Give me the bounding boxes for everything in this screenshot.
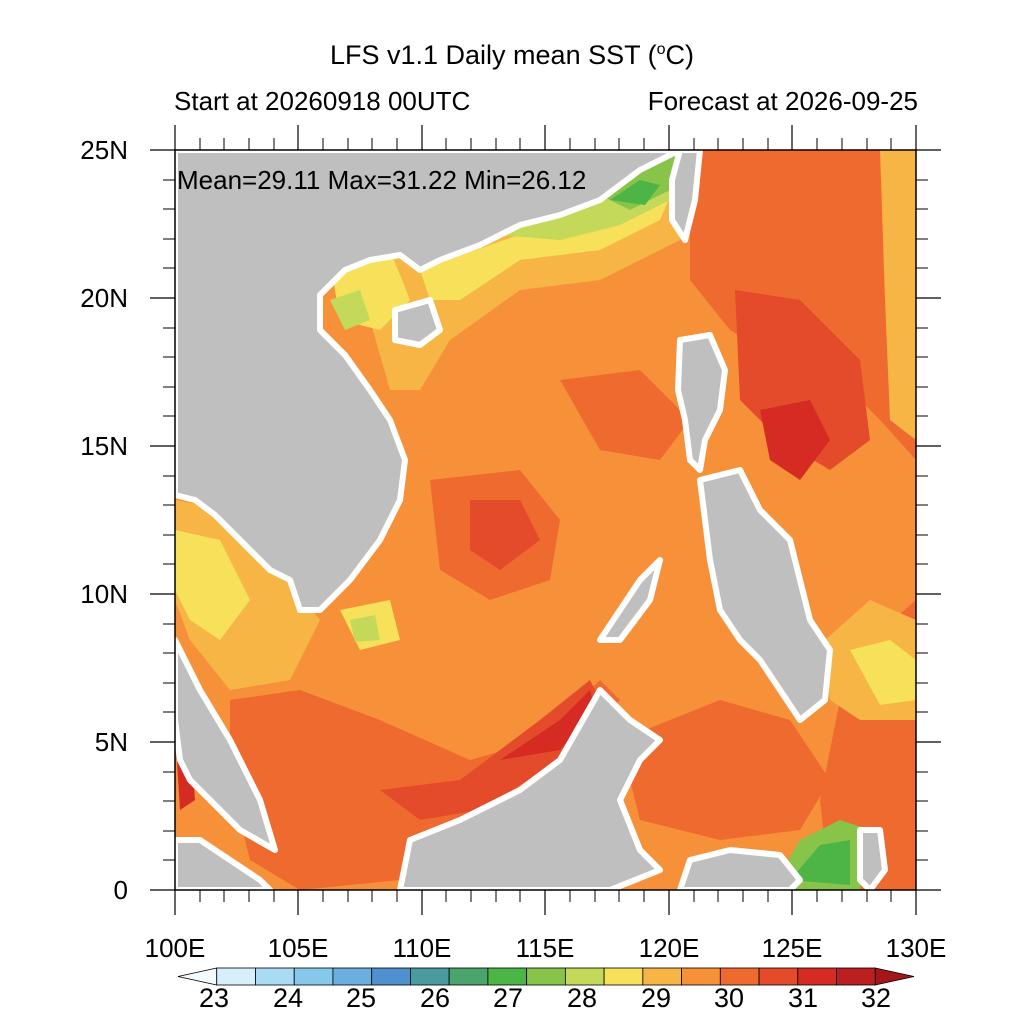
title-unit-tail: C) [665, 40, 695, 70]
map-title: LFS v1.1 Daily mean SST (oC) [0, 40, 1024, 71]
east-edge-band [880, 150, 916, 440]
colorbar-label-27: 27 [492, 983, 524, 1013]
sumatra-land [175, 837, 273, 890]
south-hot-band [380, 680, 600, 820]
lon-label-100e: 100E [144, 933, 206, 963]
central-warm-eddy-core [470, 500, 540, 570]
lon-label-130e: 130E [885, 933, 947, 963]
colorbar-label-26: 26 [419, 983, 451, 1013]
forecast-time-label: Forecast at 2026-09-25 [647, 86, 918, 116]
warm-patch-celebes-inner [850, 640, 916, 705]
south-hottest-band [500, 690, 595, 760]
colorbar-label-24: 24 [272, 983, 304, 1013]
lon-label-120e: 120E [638, 933, 700, 963]
lat-label-5n: 5N [94, 727, 128, 757]
colorbar [177, 967, 915, 986]
title-degree: o [656, 41, 666, 58]
luzon-strait-warm [560, 370, 690, 460]
stats-annotation: Mean=29.11 Max=31.22 Min=26.12 [177, 165, 587, 195]
halmahera-land [857, 827, 888, 890]
tonkin-lime [330, 290, 370, 330]
colorbar-label-30: 30 [713, 983, 745, 1013]
southeast-green-core [790, 840, 850, 885]
lon-label-125e: 125E [761, 933, 823, 963]
hainan-island [392, 297, 443, 348]
colorbar-label-23: 23 [198, 983, 230, 1013]
lon-label-115e: 115E [515, 933, 575, 963]
taiwan-island [669, 150, 703, 243]
malay-peninsula [175, 637, 278, 853]
colorbar-swatch-18 [874, 967, 915, 986]
indochina-land [175, 150, 683, 613]
sst-field [175, 150, 916, 890]
axis-ticks [150, 125, 941, 915]
palawan-island [597, 557, 663, 643]
lon-label-105e: 105E [267, 933, 329, 963]
land-masses [175, 150, 888, 890]
gulf-thailand-yellow [175, 530, 250, 640]
lon-label-110e: 110E [392, 933, 452, 963]
visayas-mindanao-land [697, 467, 833, 723]
hottest-patch-philippine-sea [760, 400, 830, 480]
lat-label-20n: 20N [80, 283, 128, 313]
colorbar-label-29: 29 [640, 983, 672, 1013]
colorbar-label-31: 31 [787, 983, 819, 1013]
minor-ticks [163, 138, 928, 902]
lat-label-0: 0 [113, 875, 128, 905]
mekong-lime [350, 615, 380, 642]
sulu-warm [620, 700, 830, 840]
colorbar-label-28: 28 [566, 983, 598, 1013]
start-time-label: Start at 20260918 00UTC [174, 86, 471, 116]
lat-label-25n: 25N [80, 135, 128, 165]
colorbar-label-25: 25 [345, 983, 377, 1013]
colorbar-label-32: 32 [860, 983, 892, 1013]
lat-label-15n: 15N [80, 431, 128, 461]
borneo-land [397, 687, 663, 890]
lat-label-10n: 10N [80, 579, 128, 609]
luzon-island [675, 332, 728, 473]
title-main: LFS v1.1 Daily mean SST ( [329, 40, 657, 70]
sulawesi-land [677, 847, 803, 890]
north-green-core [610, 180, 660, 205]
